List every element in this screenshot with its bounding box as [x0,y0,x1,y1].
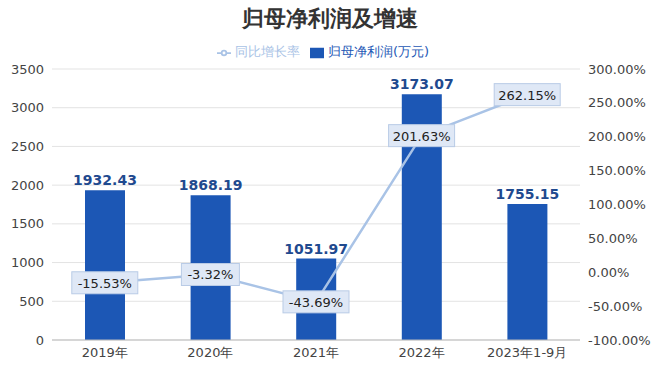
svg-text:250.00%: 250.00% [588,95,646,110]
svg-text:-3.32%: -3.32% [187,267,233,282]
svg-text:2500: 2500 [11,139,44,154]
svg-text:201.63%: 201.63% [393,129,451,144]
svg-text:2000: 2000 [11,178,44,193]
svg-text:-100.00%: -100.00% [588,333,651,348]
svg-text:100.00%: 100.00% [588,197,646,212]
html-text:同比增长率: 同比增长率 [234,44,300,59]
svg-text:50.00%: 50.00% [588,231,638,246]
svg-text:2020年: 2020年 [187,345,233,360]
svg-text:300.00%: 300.00% [588,62,646,77]
html-text:归母净利润及增速: 归母净利润及增速 [242,6,418,31]
svg-text:1868.19: 1868.19 [179,177,243,193]
svg-text:262.15%: 262.15% [498,88,556,103]
svg-text:200.00%: 200.00% [588,129,646,144]
svg-text:2021年: 2021年 [293,345,339,360]
svg-text:1000: 1000 [11,255,44,270]
html-text:归母净利润(万元): 归母净利润(万元) [327,44,430,59]
svg-text:2019年: 2019年 [82,345,128,360]
svg-text:3173.07: 3173.07 [390,76,454,92]
svg-text:150.00%: 150.00% [588,163,646,178]
svg-text:3500: 3500 [11,62,44,77]
svg-text:0: 0 [36,333,44,348]
svg-text:1755.15: 1755.15 [496,186,560,202]
svg-text:-15.53%: -15.53% [78,276,132,291]
svg-text:500: 500 [19,294,44,309]
svg-text:2023年1-9月: 2023年1-9月 [487,345,567,360]
svg-text:-50.00%: -50.00% [588,299,642,314]
svg-text:1051.97: 1051.97 [284,241,348,257]
svg-text:1500: 1500 [11,216,44,231]
svg-text:0.00%: 0.00% [588,265,629,280]
svg-text:2022年: 2022年 [399,345,445,360]
svg-text:3000: 3000 [11,100,44,115]
svg-text:1932.43: 1932.43 [73,172,137,188]
svg-text:-43.69%: -43.69% [289,295,343,310]
